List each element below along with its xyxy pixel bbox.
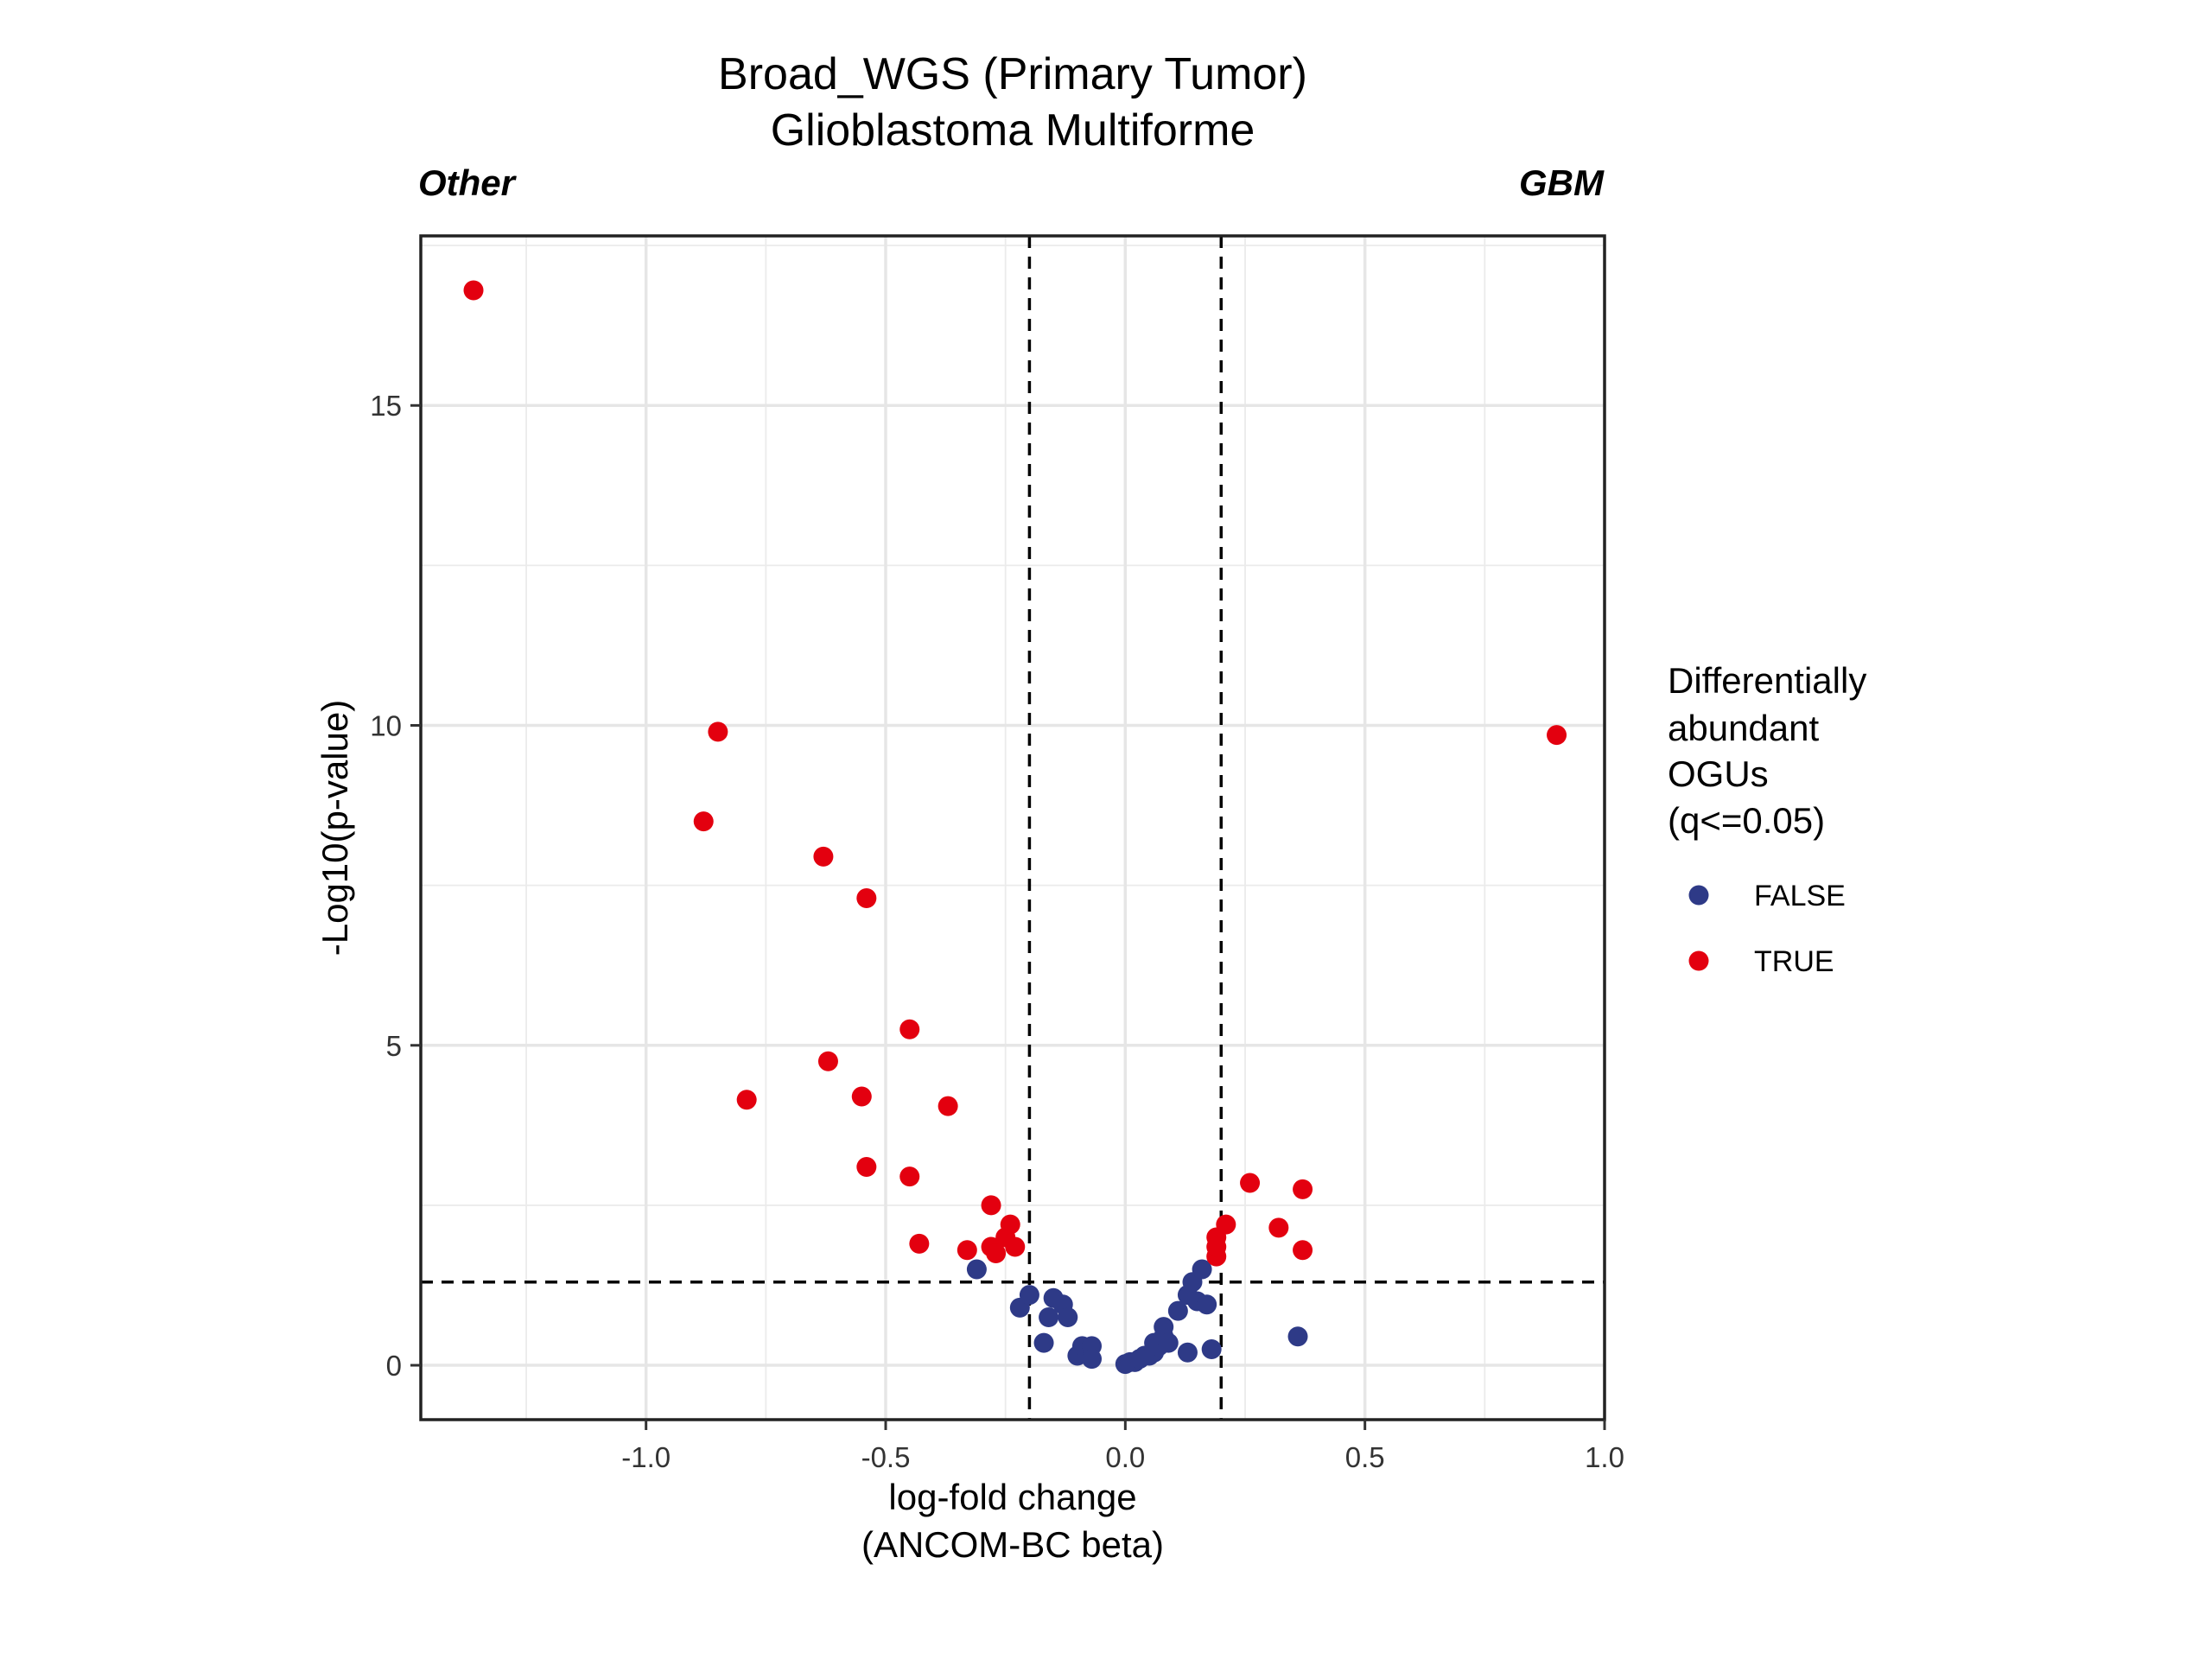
legend-label-false: FALSE	[1754, 880, 1846, 912]
legend-title-line-2: abundant	[1668, 708, 1820, 748]
x-tick-label: 0.0	[1105, 1441, 1145, 1473]
point-true	[1547, 725, 1567, 746]
x-tick-label: 1.0	[1585, 1441, 1624, 1473]
x-tick-label: -0.5	[861, 1441, 911, 1473]
right-annotation: GBM	[1519, 162, 1605, 203]
point-false	[1197, 1294, 1217, 1315]
point-false	[1167, 1300, 1188, 1321]
x-tick-label: -1.0	[621, 1441, 671, 1473]
point-false	[1019, 1285, 1039, 1306]
point-false	[1158, 1332, 1179, 1353]
point-false	[1058, 1307, 1078, 1328]
chart-title: Broad_WGS (Primary Tumor)	[718, 49, 1307, 99]
point-true	[981, 1195, 1001, 1216]
point-true	[938, 1096, 958, 1116]
point-true	[856, 1156, 877, 1177]
legend: Differentially abundant OGUs (q<=0.05) F…	[1668, 660, 1866, 978]
point-true	[1240, 1173, 1261, 1193]
x-axis-title-line-1: log-fold change	[888, 1477, 1136, 1517]
point-true	[813, 846, 834, 867]
chart-subtitle: Glioblastoma Multiforme	[771, 105, 1255, 156]
y-axis: 0 5 10 15	[370, 390, 421, 1382]
x-axis-title-line-2: (ANCOM-BC beta)	[861, 1524, 1164, 1565]
left-annotation: Other	[418, 162, 518, 203]
point-false	[966, 1259, 987, 1280]
x-axis: -1.0 -0.5 0.0 0.5 1.0	[621, 1420, 1624, 1473]
point-false	[1201, 1339, 1222, 1360]
point-true	[1293, 1179, 1313, 1199]
point-true	[909, 1233, 930, 1254]
y-axis-title: -Log10(p-value)	[315, 700, 355, 957]
point-false	[1082, 1349, 1103, 1370]
point-true	[708, 721, 728, 742]
point-false	[1192, 1259, 1212, 1280]
y-tick-label: 5	[386, 1030, 402, 1062]
x-tick-label: 0.5	[1345, 1441, 1385, 1473]
point-true	[1268, 1217, 1289, 1238]
point-false	[1039, 1307, 1059, 1328]
data-points	[463, 280, 1567, 1375]
point-true	[1216, 1214, 1236, 1235]
point-true	[851, 1086, 872, 1107]
point-true	[1005, 1236, 1026, 1257]
legend-entries: FALSE TRUE	[1688, 880, 1846, 978]
point-false	[1033, 1332, 1054, 1353]
point-true	[856, 887, 877, 908]
legend-key-true	[1688, 950, 1709, 971]
legend-label-true: TRUE	[1754, 945, 1834, 978]
point-true	[736, 1090, 757, 1110]
point-true	[1000, 1214, 1020, 1235]
point-true	[986, 1243, 1007, 1263]
point-true	[463, 280, 484, 301]
plot-panel-border	[419, 234, 1606, 1421]
legend-title-line-4: (q<=0.05)	[1668, 800, 1825, 841]
point-false	[1154, 1317, 1174, 1338]
y-tick-label: 15	[370, 390, 402, 422]
point-false	[1287, 1326, 1308, 1347]
point-true	[1206, 1236, 1227, 1257]
point-false	[1177, 1342, 1198, 1363]
point-true	[899, 1166, 920, 1187]
point-true	[693, 811, 714, 832]
point-true	[1293, 1240, 1313, 1261]
legend-title-line-3: OGUs	[1668, 753, 1769, 794]
legend-title-line-1: Differentially	[1668, 660, 1866, 701]
point-true	[817, 1051, 838, 1071]
legend-key-false	[1688, 885, 1709, 906]
point-true	[957, 1240, 977, 1261]
y-tick-label: 10	[370, 710, 402, 742]
point-true	[899, 1019, 920, 1039]
y-tick-label: 0	[386, 1350, 402, 1382]
